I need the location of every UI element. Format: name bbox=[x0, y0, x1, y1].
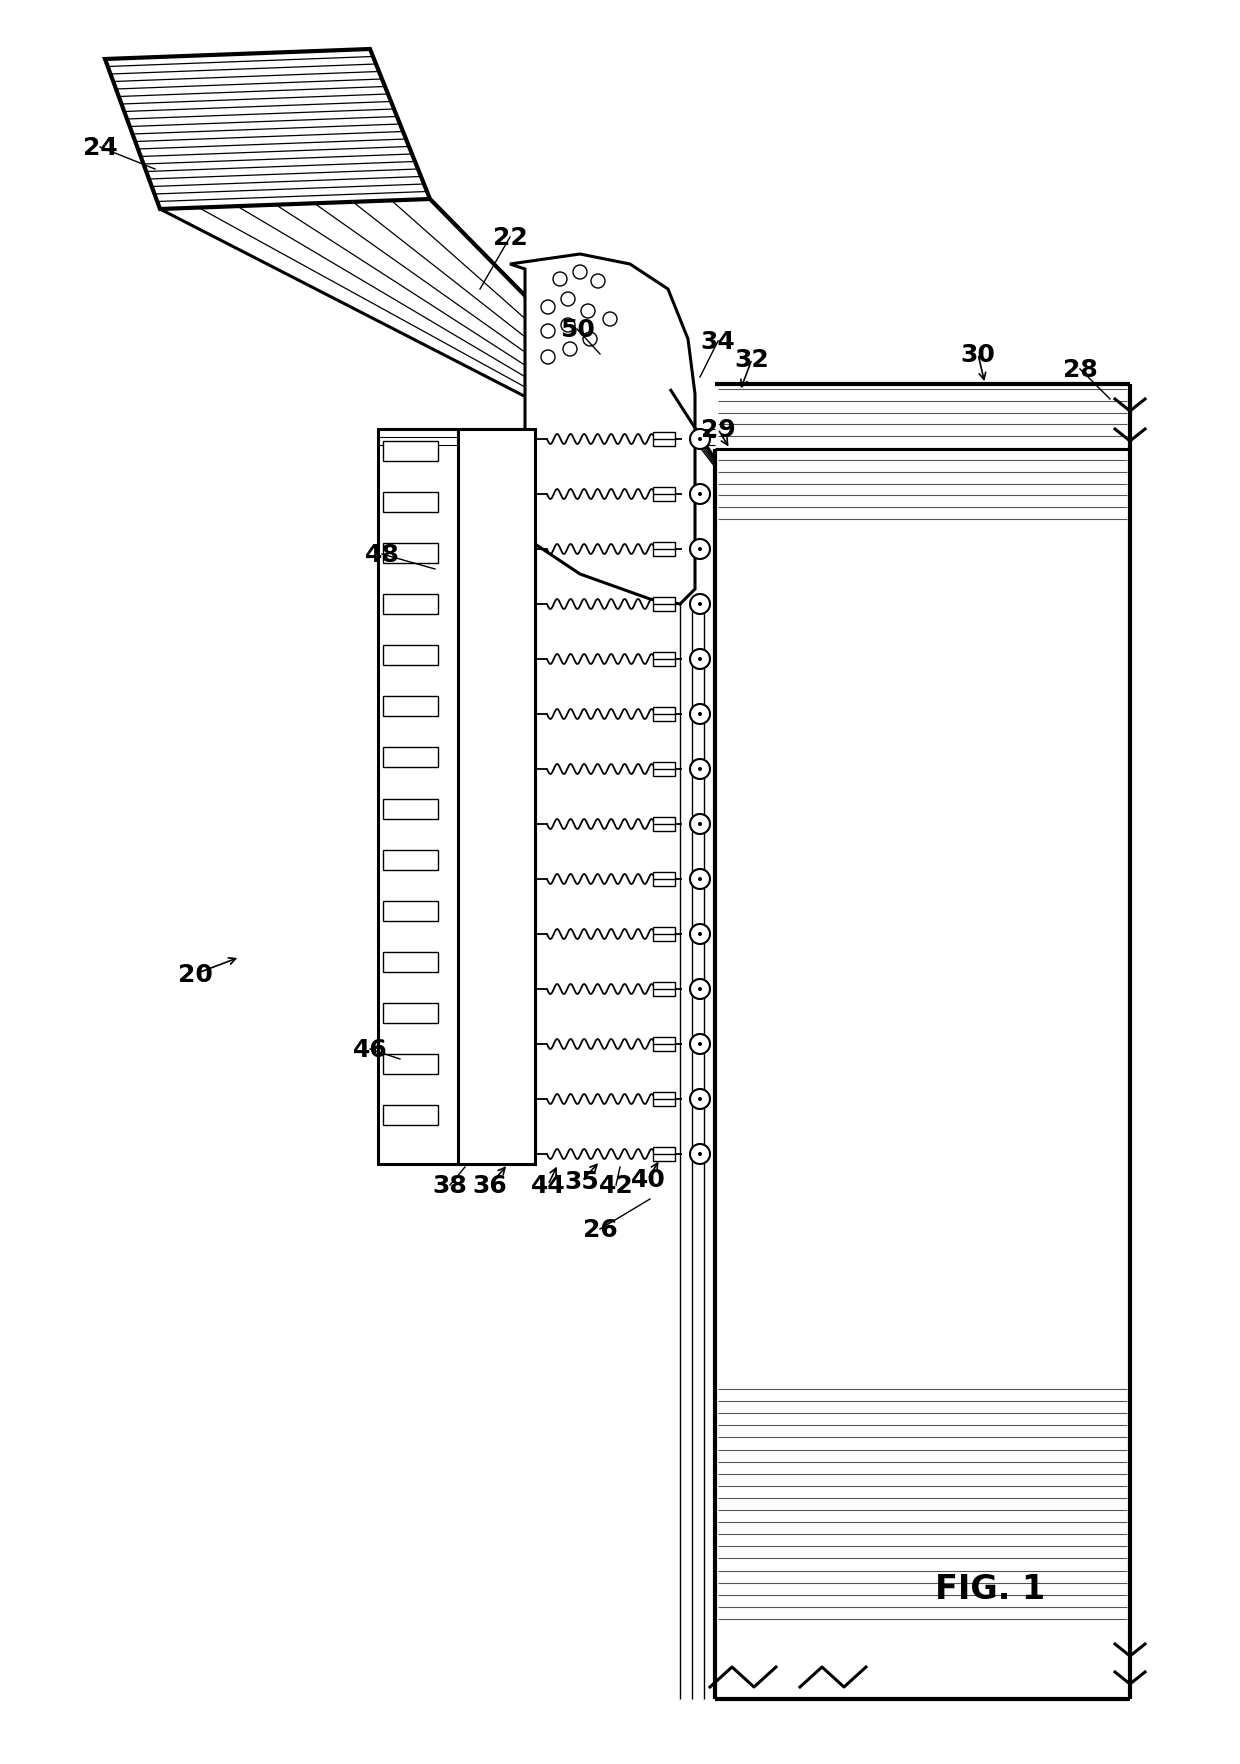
Bar bbox=[383, 901, 438, 921]
Text: 32: 32 bbox=[734, 348, 769, 372]
Bar bbox=[510, 646, 532, 665]
Circle shape bbox=[689, 760, 711, 780]
Bar bbox=[383, 850, 438, 870]
Bar bbox=[653, 928, 675, 942]
Bar bbox=[510, 1106, 532, 1125]
Circle shape bbox=[689, 815, 711, 834]
Bar bbox=[653, 762, 675, 776]
Circle shape bbox=[698, 1043, 702, 1046]
Bar bbox=[510, 953, 532, 972]
Circle shape bbox=[689, 979, 711, 1000]
Circle shape bbox=[689, 1090, 711, 1110]
Text: 38: 38 bbox=[433, 1173, 467, 1198]
Text: 44: 44 bbox=[531, 1173, 565, 1198]
Bar bbox=[653, 1092, 675, 1106]
Bar bbox=[383, 1106, 438, 1125]
Circle shape bbox=[698, 1097, 702, 1101]
Bar bbox=[653, 653, 675, 667]
Circle shape bbox=[698, 437, 702, 441]
Circle shape bbox=[698, 603, 702, 607]
Bar bbox=[510, 543, 532, 564]
Circle shape bbox=[698, 713, 702, 716]
Bar bbox=[383, 543, 438, 564]
Circle shape bbox=[689, 1145, 711, 1164]
Bar bbox=[383, 594, 438, 616]
Text: 36: 36 bbox=[472, 1173, 507, 1198]
Bar bbox=[510, 1004, 532, 1023]
Text: 24: 24 bbox=[83, 136, 118, 161]
Bar bbox=[510, 594, 532, 616]
Bar bbox=[653, 983, 675, 997]
Circle shape bbox=[698, 1152, 702, 1157]
Bar bbox=[653, 1147, 675, 1161]
Text: 48: 48 bbox=[365, 543, 399, 566]
Text: 40: 40 bbox=[631, 1168, 666, 1191]
Bar bbox=[510, 901, 532, 921]
Bar bbox=[383, 799, 438, 818]
Circle shape bbox=[698, 877, 702, 882]
Bar bbox=[653, 598, 675, 612]
Text: 35: 35 bbox=[564, 1170, 599, 1192]
Text: 26: 26 bbox=[583, 1217, 618, 1242]
Circle shape bbox=[698, 492, 702, 497]
Text: FIG. 1: FIG. 1 bbox=[935, 1573, 1045, 1605]
Bar bbox=[510, 748, 532, 767]
Circle shape bbox=[689, 1034, 711, 1055]
Bar bbox=[510, 850, 532, 870]
Bar bbox=[653, 817, 675, 831]
Circle shape bbox=[698, 988, 702, 991]
Text: 34: 34 bbox=[701, 330, 735, 355]
Bar bbox=[653, 432, 675, 446]
Text: 30: 30 bbox=[961, 342, 996, 367]
Bar bbox=[383, 441, 438, 462]
Circle shape bbox=[689, 704, 711, 725]
Circle shape bbox=[689, 430, 711, 450]
Text: 20: 20 bbox=[177, 963, 212, 986]
Bar bbox=[653, 873, 675, 887]
Circle shape bbox=[698, 547, 702, 552]
Circle shape bbox=[689, 870, 711, 889]
Circle shape bbox=[698, 822, 702, 827]
Bar bbox=[383, 646, 438, 665]
Bar bbox=[653, 543, 675, 557]
Bar bbox=[383, 1055, 438, 1074]
Text: 46: 46 bbox=[352, 1037, 387, 1062]
Bar bbox=[383, 1004, 438, 1023]
Circle shape bbox=[689, 924, 711, 944]
Text: 50: 50 bbox=[559, 318, 594, 342]
Circle shape bbox=[698, 933, 702, 937]
Bar bbox=[653, 487, 675, 501]
Polygon shape bbox=[105, 49, 430, 210]
Bar bbox=[510, 441, 532, 462]
Bar bbox=[378, 430, 534, 1164]
Bar bbox=[383, 748, 438, 767]
Circle shape bbox=[698, 767, 702, 771]
Bar bbox=[510, 492, 532, 513]
Bar bbox=[383, 697, 438, 716]
Circle shape bbox=[698, 658, 702, 662]
Bar bbox=[510, 1055, 532, 1074]
Text: 29: 29 bbox=[701, 418, 735, 441]
Text: 42: 42 bbox=[599, 1173, 634, 1198]
Bar bbox=[458, 430, 534, 1164]
Bar bbox=[653, 707, 675, 721]
Bar bbox=[510, 697, 532, 716]
Text: 22: 22 bbox=[492, 226, 527, 250]
Bar bbox=[510, 799, 532, 818]
Polygon shape bbox=[510, 254, 694, 605]
Circle shape bbox=[689, 594, 711, 614]
Bar bbox=[383, 492, 438, 513]
Bar bbox=[383, 953, 438, 972]
Text: 28: 28 bbox=[1063, 358, 1097, 381]
Circle shape bbox=[689, 540, 711, 559]
Polygon shape bbox=[160, 199, 601, 400]
Bar bbox=[653, 1037, 675, 1051]
Circle shape bbox=[689, 649, 711, 670]
Circle shape bbox=[689, 485, 711, 505]
